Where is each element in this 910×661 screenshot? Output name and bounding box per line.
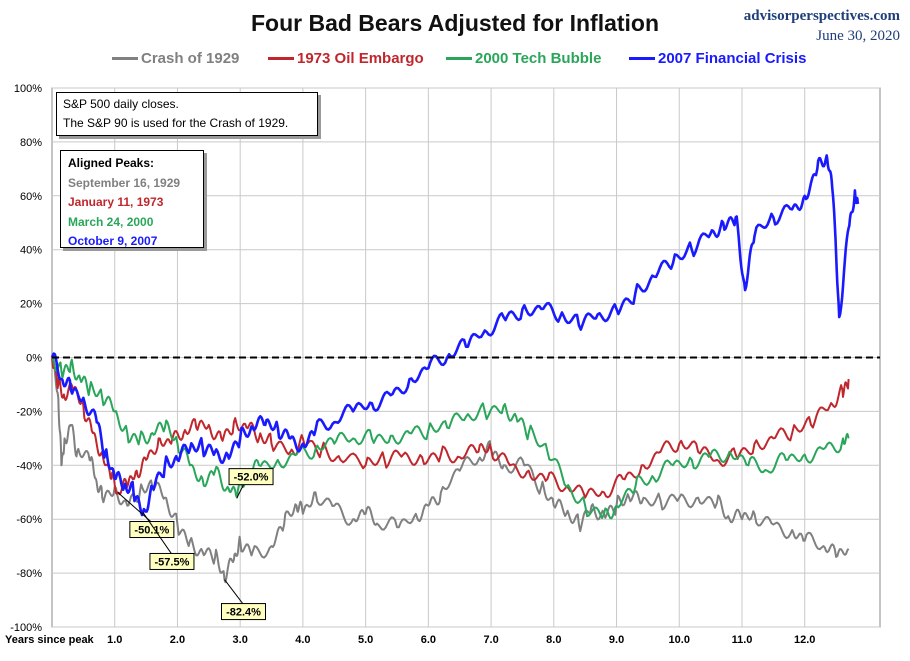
y-tick-label: 0%	[26, 353, 42, 365]
annotation-leader	[224, 579, 244, 605]
x-tick-label: 9.0	[609, 634, 624, 646]
series-line-2	[51, 357, 850, 499]
annotation-label: -82.4%	[226, 607, 261, 619]
chart-title: Four Bad Bears Adjusted for Inflation	[250, 10, 660, 36]
legend-item-1929: Crash of 1929	[112, 50, 239, 67]
y-tick-label: 80%	[20, 137, 42, 149]
y-tick-label: -60%	[16, 514, 42, 526]
x-tick-label: 10.0	[669, 634, 690, 646]
x-tick-label: 12.0	[794, 634, 815, 646]
note-line-1: S&P 500 daily closes.	[63, 97, 179, 111]
x-tick-label: 3.0	[233, 634, 248, 646]
series-line-3	[51, 356, 850, 520]
y-tick-label: -100%	[10, 622, 42, 634]
annotation-box	[149, 552, 195, 570]
annotation-label: -57.5%	[155, 556, 190, 568]
annotation-leader	[142, 512, 173, 555]
annotation-box	[221, 603, 266, 621]
peak-date-1929: September 16, 1929	[68, 175, 181, 190]
chart-legend: Crash of 1929 1973 Oil Embargo 2000 Tech…	[0, 50, 910, 72]
y-tick-label: -80%	[16, 568, 42, 580]
x-tick-label: 1.0	[107, 634, 122, 646]
source-site[interactable]: advisorperspectives.com	[743, 8, 900, 24]
series-line-4	[50, 154, 860, 517]
legend-label-1929: Crash of 1929	[141, 50, 240, 67]
x-tick-label: 8.0	[546, 634, 561, 646]
y-tick-label: 20%	[20, 299, 42, 311]
legend-label-1973: 1973 Oil Embargo	[297, 50, 424, 67]
x-tick-label: 2.0	[170, 634, 185, 646]
y-tick-label: 60%	[20, 191, 42, 203]
note-line-2: The S&P 90 is used for the Crash of 1929…	[63, 116, 289, 130]
x-tick-label: 11.0	[732, 634, 753, 646]
x-tick-label: 5.0	[358, 634, 373, 646]
annotation-label: -50.1%	[134, 525, 169, 537]
y-tick-label: -20%	[16, 406, 42, 418]
legend-swatch-2000	[446, 57, 472, 60]
legend-item-1973: 1973 Oil Embargo	[268, 50, 424, 67]
annotation-box	[228, 468, 274, 486]
x-axis-label: Years since peak	[5, 634, 95, 646]
legend-item-2000: 2000 Tech Bubble	[446, 50, 601, 67]
annotation-label: -52.0%	[234, 472, 269, 484]
source-date: June 30, 2020	[816, 28, 900, 44]
annotation-box	[129, 521, 175, 539]
legend-swatch-1929	[112, 57, 138, 60]
x-tick-label: 4.0	[295, 634, 310, 646]
note-box: S&P 500 daily closes. The S&P 90 is used…	[56, 92, 318, 136]
y-tick-label: 40%	[20, 245, 42, 257]
y-tick-label: -40%	[16, 460, 42, 472]
aligned-peaks-title: Aligned Peaks:	[68, 156, 155, 170]
aligned-peaks-box: Aligned Peaks: September 16, 1929 Januar…	[60, 150, 204, 248]
source-block: advisorperspectives.com June 30, 2020	[744, 6, 900, 46]
legend-label-2007: 2007 Financial Crisis	[658, 50, 807, 67]
legend-item-2007: 2007 Financial Crisis	[629, 50, 806, 67]
x-tick-label: 6.0	[421, 634, 436, 646]
legend-label-2000: 2000 Tech Bubble	[475, 50, 602, 67]
y-tick-label: 100%	[14, 83, 42, 95]
legend-swatch-1973	[268, 57, 294, 60]
legend-swatch-2007	[629, 57, 655, 60]
x-tick-label: 7.0	[483, 634, 498, 646]
peak-date-2007: October 9, 2007	[68, 234, 158, 248]
peak-date-2000: March 24, 2000	[68, 214, 154, 229]
peak-date-1973: January 11, 1973	[68, 195, 164, 209]
